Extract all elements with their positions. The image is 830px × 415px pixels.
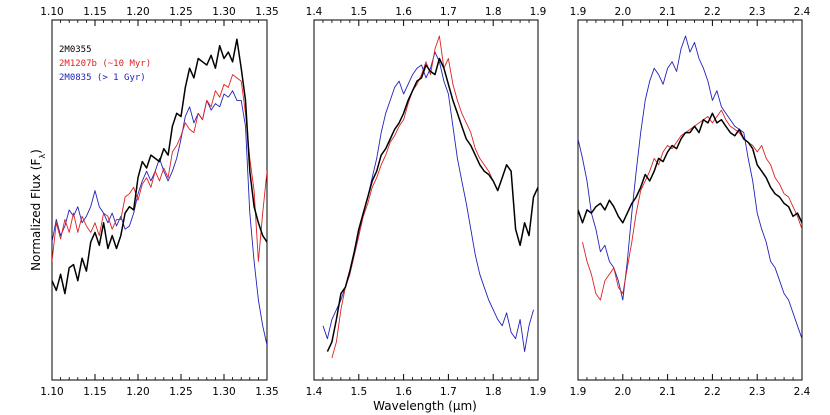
x-label-prefix: Wavelength ( xyxy=(373,399,453,413)
x-tick-label-bottom: 1.6 xyxy=(395,386,412,398)
series-line-black xyxy=(326,57,538,352)
x-tick-label-top: 2.1 xyxy=(659,6,676,18)
x-tick-label-top: 1.6 xyxy=(395,6,412,18)
x-tick-label-top: 1.20 xyxy=(126,6,149,18)
x-tick-label-top: 2.2 xyxy=(704,6,721,18)
series-line-red xyxy=(331,35,494,359)
x-tick-label-bottom: 1.35 xyxy=(255,386,278,398)
x-tick-label-bottom: 1.7 xyxy=(440,386,457,398)
x-tick-label-top: 1.15 xyxy=(83,6,106,18)
x-tick-label-top: 1.9 xyxy=(570,6,587,18)
x-tick-label-top: 1.10 xyxy=(40,6,63,18)
x-label-suffix: m) xyxy=(460,399,476,413)
series-line-red xyxy=(52,74,267,262)
x-tick-label-bottom: 1.9 xyxy=(530,386,547,398)
series-line-blue xyxy=(52,90,267,346)
legend-entry: 2M0355 xyxy=(59,45,92,55)
panel-frame xyxy=(577,19,803,381)
panel-frame xyxy=(313,19,539,381)
x-tick-label-top: 1.8 xyxy=(485,6,502,18)
x-tick-label-bottom: 1.4 xyxy=(306,386,323,398)
x-tick-label-top: 1.35 xyxy=(255,6,278,18)
x-tick-label-bottom: 2.4 xyxy=(794,386,811,398)
x-tick-label-top: 1.4 xyxy=(306,6,323,18)
series-line-blue xyxy=(322,51,534,353)
x-label-mu: μ xyxy=(453,399,461,413)
y-label-subscript: λ xyxy=(38,154,47,159)
legend: 2M0355 2M1207b (~10 Myr) 2M0835 (> 1 Gyr) xyxy=(59,45,151,83)
panel-3: 1.9 1.9 2.0 2.0 2.1 2.1 2.2 2.2 2.3 2.3 2.4 2.4 xyxy=(570,6,811,398)
series-line-red xyxy=(582,109,802,301)
x-tick-label-bottom: 2.1 xyxy=(659,386,676,398)
x-tick-label-top: 1.5 xyxy=(350,6,367,18)
x-axis-label: Wavelength (μm) xyxy=(373,399,477,413)
panel-2: 1.4 1.4 1.5 1.5 1.6 1.6 1.7 1.7 1.8 1.8 1.9 1.9 xyxy=(306,6,547,398)
x-tick-label-top: 2.4 xyxy=(794,6,811,18)
x-tick-label-bottom: 2.2 xyxy=(704,386,721,398)
x-tick-label-bottom: 1.20 xyxy=(126,386,149,398)
y-label-suffix: ) xyxy=(29,149,43,154)
x-tick-label-top: 2.0 xyxy=(614,6,631,18)
x-tick-label-top: 1.7 xyxy=(440,6,457,18)
panel-1: 1.10 1.10 1.15 1.15 1.20 1.20 1.25 1.25 1.30 1.30… xyxy=(40,6,278,398)
series-line-black xyxy=(52,38,267,295)
x-tick-label-bottom: 1.25 xyxy=(169,386,192,398)
x-tick-label-bottom: 1.10 xyxy=(40,386,63,398)
x-tick-label-bottom: 2.0 xyxy=(614,386,631,398)
legend-entry: 2M1207b (~10 Myr) xyxy=(59,59,151,69)
x-tick-label-bottom: 1.30 xyxy=(212,386,235,398)
y-axis-label: Normalized Flux (Fλ) xyxy=(29,149,47,271)
x-tick-label-bottom: 1.8 xyxy=(485,386,502,398)
legend-entry: 2M0835 (> 1 Gyr) xyxy=(59,73,146,83)
y-label-prefix: Normalized Flux (F xyxy=(29,159,43,271)
series-line-black xyxy=(578,112,802,224)
x-tick-label-bottom: 1.9 xyxy=(570,386,587,398)
panels-group: 1.10 1.10 1.15 1.15 1.20 1.20 1.25 1.25 1.30 1.30… xyxy=(40,6,810,398)
x-tick-label-top: 2.3 xyxy=(749,6,766,18)
x-tick-label-top: 1.30 xyxy=(212,6,235,18)
x-tick-label-top: 1.9 xyxy=(530,6,547,18)
x-tick-label-bottom: 1.5 xyxy=(350,386,367,398)
x-tick-label-top: 1.25 xyxy=(169,6,192,18)
series-line-blue xyxy=(578,35,802,339)
x-tick-label-bottom: 1.15 xyxy=(83,386,106,398)
x-tick-label-bottom: 2.3 xyxy=(749,386,766,398)
panel-frame xyxy=(51,19,268,381)
